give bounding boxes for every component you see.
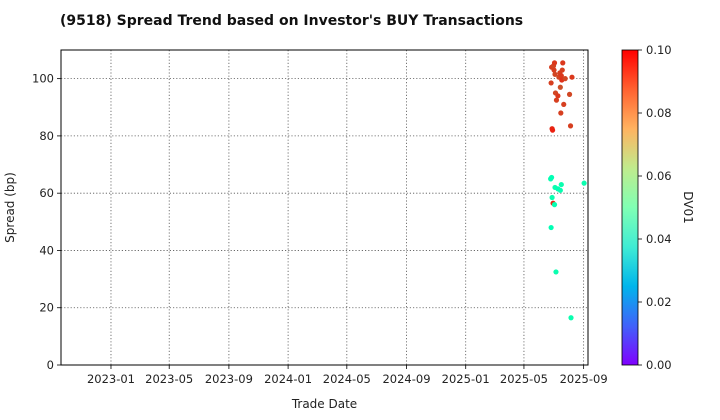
x-tick-label: 2024-01 [264,372,312,386]
y-tick-label: 20 [39,301,54,315]
data-point [548,80,554,86]
x-tick-label: 2023-09 [205,372,253,386]
x-axis-label: Trade Date [291,397,357,411]
plot-frame [60,49,589,366]
data-point [558,110,564,116]
data-point [551,202,558,208]
y-tick-label: 60 [39,186,54,200]
y-tick-label: 80 [39,129,54,143]
colorbar-tick-label: 0.00 [646,358,672,372]
data-point [568,315,574,321]
data-point [552,71,558,77]
x-tick-label: 2024-05 [323,372,371,386]
y-tick-label: 40 [39,243,54,257]
x-tick-label: 2025-05 [500,372,548,386]
data-point [559,67,565,73]
x-tick-label: 2023-01 [87,372,135,386]
colorbar-label: DV01 [681,191,695,224]
colorbar [621,49,639,366]
data-point [566,91,573,97]
y-tick-label: 100 [32,72,54,86]
x-tick-label: 2025-09 [560,372,608,386]
y-tick-label: 0 [47,358,54,372]
data-point [557,84,563,90]
x-tick-label: 2023-05 [145,372,193,386]
x-axis-ticks: 2023-01 2023-05 2023-09 2024-01 2024-05 2024-… [87,365,608,386]
y-axis-ticks: 0 20 40 60 80 100 [32,72,61,372]
scatter-points [548,60,587,321]
colorbar-tick-label: 0.10 [646,43,672,57]
grid-lines [61,50,588,366]
data-point [567,123,574,129]
data-point [548,224,554,231]
data-point [551,67,557,73]
data-point [557,187,563,193]
data-point [549,174,555,181]
data-point [558,73,564,79]
chart-title: (9518) Spread Trend based on Investor's … [60,13,523,29]
data-point [581,180,587,186]
colorbar-tick-label: 0.02 [646,295,672,309]
data-point [560,60,566,66]
data-point [553,269,559,275]
colorbar-tick-label: 0.04 [646,232,672,246]
colorbar-tick-label: 0.08 [646,106,672,120]
x-tick-label: 2024-09 [382,372,430,386]
colorbar-ticks: 0.00 0.02 0.04 0.06 0.08 0.10 [638,43,672,372]
data-point [569,74,575,80]
data-point [561,101,567,108]
x-tick-label: 2025-01 [442,372,490,386]
data-point [555,93,561,99]
data-point [553,97,560,103]
data-point [558,181,564,188]
data-point [549,127,556,133]
data-point [549,194,555,201]
colorbar-tick-label: 0.06 [646,169,672,183]
y-axis-label: Spread (bp) [3,172,17,243]
data-point [562,76,568,82]
data-point [551,60,558,66]
